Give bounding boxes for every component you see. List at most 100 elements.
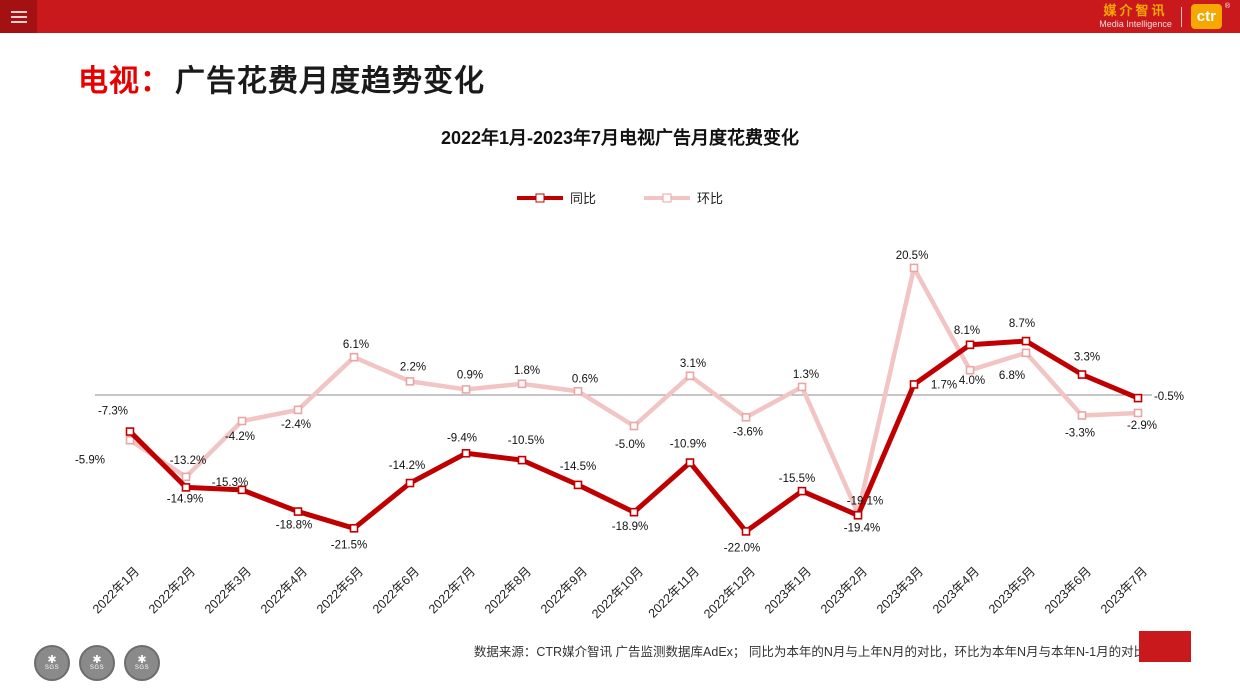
series-marker-环比 (405, 377, 415, 386)
x-axis-label: 2023年3月 (874, 564, 926, 616)
x-axis-label: 2023年7月 (1098, 564, 1150, 616)
series-marker-环比 (685, 371, 695, 381)
series-marker-环比 (181, 472, 191, 482)
series-marker-同比 (461, 448, 471, 458)
series-marker-环比 (1077, 411, 1087, 420)
data-label-同比: -5.9% (75, 455, 105, 467)
series-marker-同比 (181, 483, 191, 492)
data-label-环比: -13.2% (170, 455, 206, 467)
data-label-环比: 1.3% (793, 369, 819, 381)
trend-chart-svg: -5.9% -14.9% -15.3% -18.8% -21.5% -14.2% -9.4%… (75, 250, 1184, 621)
data-label-环比: 0.9% (457, 369, 483, 381)
series-marker-同比 (853, 510, 863, 520)
series-line-环比 (127, 265, 1141, 516)
ctr-logo: ctr (1190, 4, 1222, 29)
series-marker-同比 (237, 485, 247, 495)
data-label-同比: -14.9% (167, 493, 203, 505)
data-label-同比: -18.9% (612, 521, 648, 533)
hamburger-icon (10, 20, 27, 23)
data-label-环比: -7.3% (98, 405, 128, 417)
series-marker-同比 (573, 480, 583, 490)
data-label-环比: -5.0% (615, 439, 645, 451)
data-label-同比: -15.3% (212, 477, 248, 489)
legend-item-huanbi: 环比 (644, 188, 723, 207)
x-axis-label: 2022年8月 (482, 564, 534, 616)
x-axis-label: 2023年4月 (930, 564, 982, 616)
series-marker-同比 (293, 507, 303, 516)
data-label-同比: -18.8% (276, 520, 312, 532)
x-axis-label: 2022年12月 (701, 564, 758, 621)
data-label-同比: 1.7% (931, 379, 957, 391)
source-note: 数据来源：CTR媒介智讯 广告监测数据库AdEx； 同比为本年的N月与上年N月的… (473, 645, 1147, 659)
series-marker-同比 (1021, 336, 1031, 346)
x-axis-label: 2022年5月 (314, 564, 366, 616)
data-label-环比: -3.3% (1065, 427, 1095, 439)
data-label-同比: -15.5% (779, 473, 815, 485)
series-marker-环比 (1133, 408, 1143, 418)
brand-name-en: Media Intelligence (1099, 18, 1172, 29)
data-label-同比: -10.5% (508, 435, 544, 447)
data-label-环比: 4.0% (959, 375, 985, 387)
data-label-环比: 0.6% (572, 373, 598, 385)
data-label-同比: -19.4% (844, 522, 880, 534)
data-label-同比: -9.4% (447, 432, 477, 444)
x-axis-label: 2022年3月 (202, 564, 254, 616)
menu-button[interactable] (0, 0, 37, 33)
hamburger-icon (10, 10, 27, 13)
brand-divider (1180, 6, 1182, 27)
x-axis-label: 2022年2月 (146, 564, 198, 616)
star-icon: ✱ (137, 654, 147, 666)
series-marker-同比 (797, 486, 807, 496)
data-label-同比: 8.7% (1009, 318, 1035, 330)
series-marker-环比 (629, 421, 639, 431)
x-axis-label: 2022年10月 (589, 564, 646, 621)
data-label-环比: -2.9% (1127, 420, 1157, 432)
series-marker-同比 (1133, 393, 1143, 403)
red-accent-block (1139, 631, 1191, 662)
x-axis-label: 2022年6月 (370, 564, 422, 616)
data-label-同比: 3.3% (1074, 352, 1100, 364)
data-label-同比: -14.2% (389, 460, 425, 472)
sgs-badge: ✱ SGS (124, 645, 160, 681)
certification-badges: ✱ SGS ✱ SGS ✱ SGS (34, 645, 160, 681)
hamburger-icon (10, 15, 27, 18)
legend-swatch-tongbi (516, 195, 563, 200)
series-marker-环比 (293, 405, 303, 415)
data-label-环比: 6.1% (343, 339, 369, 351)
top-bar: 媒介智讯 Media Intelligence ctr ® (0, 0, 1240, 33)
legend-swatch-huanbi (644, 195, 690, 200)
series-marker-同比 (517, 455, 527, 465)
data-label-环比: -2.4% (281, 419, 311, 431)
series-marker-环比 (517, 379, 527, 389)
x-axis-label: 2022年7月 (426, 564, 478, 616)
series-marker-环比 (797, 382, 807, 392)
data-label-同比: -22.0% (724, 542, 760, 554)
brand-area: 媒介智讯 Media Intelligence ctr ® (1099, 0, 1230, 33)
series-marker-环比 (461, 385, 471, 394)
series-marker-同比 (1077, 370, 1087, 379)
series-marker-同比 (685, 458, 695, 467)
x-axis-label: 2023年2月 (818, 564, 870, 616)
series-marker-同比 (629, 507, 639, 517)
page-title: 电视： 广告花费月度趋势变化 (78, 56, 485, 100)
sgs-badge-label: SGS (44, 665, 60, 671)
series-marker-同比 (125, 427, 135, 436)
series-marker-环比 (573, 386, 583, 396)
x-axis-label: 2023年6月 (1042, 564, 1094, 616)
data-label-同比: -14.5% (560, 461, 596, 473)
series-marker-同比 (405, 478, 415, 488)
x-axis-label: 2022年4月 (258, 564, 310, 616)
series-marker-环比 (1021, 348, 1031, 358)
series-marker-环比 (125, 435, 135, 445)
data-label-环比: -19.1% (847, 495, 883, 507)
series-marker-同比 (909, 380, 919, 389)
legend-label-huanbi: 环比 (697, 191, 724, 206)
x-axis-label: 2022年11月 (646, 564, 702, 620)
data-label-同比: 8.1% (954, 325, 980, 337)
series-marker-同比 (349, 523, 359, 533)
series-line-同比 (127, 338, 1141, 534)
data-label-环比: -4.2% (225, 431, 255, 443)
sgs-badge: ✱ SGS (79, 645, 115, 681)
series-marker-环比 (909, 263, 919, 273)
